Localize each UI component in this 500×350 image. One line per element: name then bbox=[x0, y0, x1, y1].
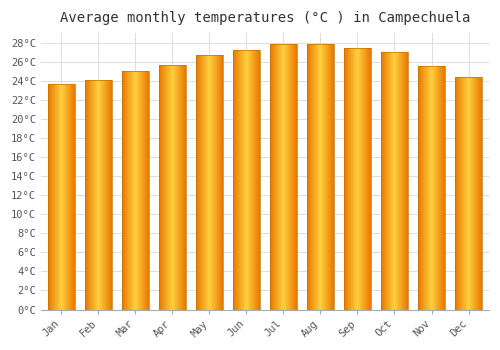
Bar bbox=[122, 71, 148, 309]
Bar bbox=[418, 65, 445, 309]
Bar bbox=[344, 48, 371, 309]
Bar bbox=[381, 52, 408, 309]
Bar bbox=[455, 77, 482, 309]
Bar bbox=[196, 55, 222, 309]
Bar bbox=[159, 65, 186, 309]
Bar bbox=[307, 44, 334, 309]
Bar bbox=[48, 84, 74, 309]
Bar bbox=[85, 80, 112, 309]
Bar bbox=[270, 44, 297, 309]
Title: Average monthly temperatures (°C ) in Campechuela: Average monthly temperatures (°C ) in Ca… bbox=[60, 11, 470, 25]
Bar bbox=[233, 50, 260, 309]
